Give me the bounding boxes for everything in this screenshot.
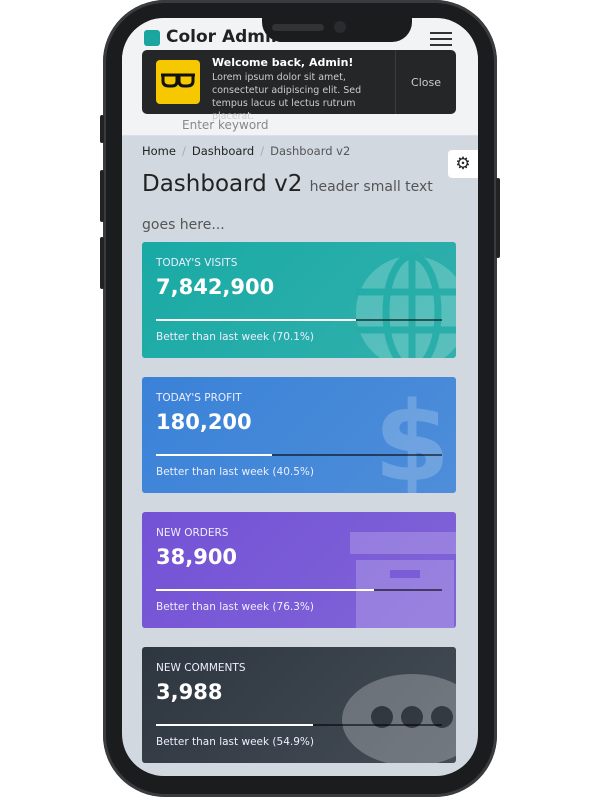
stat-card: NEW COMMENTS 3,988 Better than last week… [142, 647, 456, 763]
glasses-icon [156, 60, 200, 104]
notification-toast: Welcome back, Admin! Lorem ipsum dolor s… [142, 50, 456, 122]
progress-bar [156, 319, 442, 321]
breadcrumb: Home / Dashboard / Dashboard v2 [142, 144, 350, 158]
progress-fill [156, 589, 375, 591]
breadcrumb-home[interactable]: Home [142, 144, 176, 158]
svg-text:$: $ [374, 385, 451, 493]
progress-bar [156, 724, 442, 726]
stat-description: Better than last week (40.5%) [156, 466, 314, 478]
breadcrumb-separator: / [181, 144, 186, 158]
page-title-text: Dashboard v2 [142, 171, 303, 197]
screen: Color Admin Enter keyword Welcome back, … [122, 18, 478, 776]
progress-fill [156, 724, 313, 726]
phone-button [100, 115, 104, 143]
stat-description: Better than last week (54.9%) [156, 736, 314, 748]
stat-card: $ TODAY'S PROFIT 180,200 Better than las… [142, 377, 456, 493]
stat-card: NEW ORDERS 38,900 Better than last week … [142, 512, 456, 628]
phone-button [100, 237, 104, 289]
logo-icon [144, 30, 160, 46]
stat-value: 38,900 [156, 545, 238, 569]
breadcrumb-separator: / [260, 144, 265, 158]
page-title: Dashboard v2 header small text goes here… [142, 167, 452, 243]
phone-button [100, 170, 104, 222]
stat-label: NEW COMMENTS [156, 662, 246, 674]
stat-value: 7,842,900 [156, 275, 275, 299]
page-subtitle: header small text goes here... [142, 179, 433, 233]
search-input[interactable]: Enter keyword [182, 118, 269, 132]
stat-card: TODAY'S VISITS 7,842,900 Better than las… [142, 242, 456, 358]
notification-title: Welcome back, Admin! [212, 56, 354, 69]
gear-icon[interactable]: ⚙ [448, 150, 478, 178]
close-button[interactable]: Close [395, 50, 456, 114]
notification-body: Lorem ipsum dolor sit amet, consectetur … [212, 72, 362, 122]
progress-bar [156, 589, 442, 591]
stat-label: TODAY'S PROFIT [156, 392, 242, 404]
progress-fill [156, 319, 357, 321]
breadcrumb-current: Dashboard v2 [270, 144, 351, 158]
stat-label: NEW ORDERS [156, 527, 229, 539]
progress-bar [156, 454, 442, 456]
stat-description: Better than last week (76.3%) [156, 601, 314, 613]
stat-description: Better than last week (70.1%) [156, 331, 314, 343]
stat-value: 3,988 [156, 680, 223, 704]
phone-button [496, 178, 500, 258]
phone-camera [334, 21, 346, 33]
progress-fill [156, 454, 272, 456]
phone-speaker [272, 24, 324, 31]
brand[interactable]: Color Admin [166, 27, 283, 47]
menu-icon[interactable] [430, 32, 452, 46]
stat-value: 180,200 [156, 410, 252, 434]
stat-label: TODAY'S VISITS [156, 257, 238, 269]
breadcrumb-dashboard[interactable]: Dashboard [191, 144, 255, 158]
